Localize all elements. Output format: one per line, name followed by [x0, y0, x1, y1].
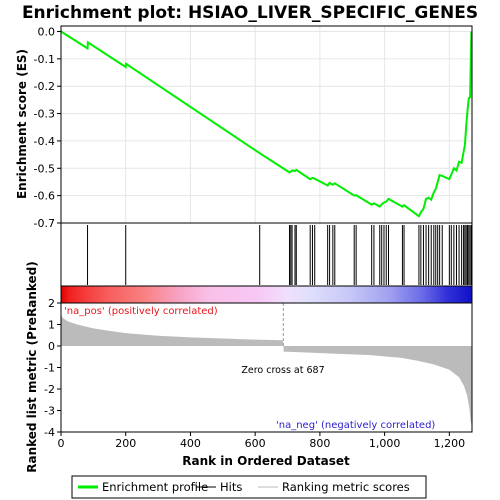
metric-y-tick-label: -2 [44, 383, 55, 396]
es-gridlines [60, 26, 472, 224]
enrichment-panel [61, 26, 472, 223]
es-y-tick-label: -0.2 [34, 80, 55, 93]
legend-items: Enrichment profile Hits Ranking metric sco… [78, 480, 410, 494]
es-y-tick-label: -0.5 [34, 162, 55, 175]
es-y-axis: 0.0 -0.1 -0.2 -0.3 -0.4 -0.5 -0.6 -0.7 [34, 25, 61, 230]
metric-y-tick-label: 2 [48, 297, 55, 310]
hit-marks [87, 225, 472, 285]
legend-label: Hits [220, 480, 242, 494]
negative-correlation-label: 'na_neg' (negatively correlated) [276, 420, 435, 431]
metric-y-tick-label: -1 [44, 362, 55, 375]
es-y-tick-label: -0.3 [34, 108, 55, 121]
x-tick-label: 0 [58, 437, 65, 450]
chart-title: Enrichment plot: HSIAO_LIVER_SPECIFIC_GE… [22, 3, 478, 23]
x-tick-label: 1,200 [434, 437, 466, 450]
metric-y-tick-label: 0 [48, 340, 55, 353]
metric-y-tick-label: -4 [44, 426, 55, 439]
metric-y-tick-label: -3 [44, 405, 55, 418]
es-y-tick-label: -0.6 [34, 190, 55, 203]
es-y-tick-label: -0.7 [34, 217, 55, 230]
metric-panel [61, 303, 472, 432]
metric-x-axis-label: Rank in Ordered Dataset [182, 454, 350, 468]
es-y-tick-label: 0.0 [38, 25, 56, 38]
metric-x-axis: 0 200 400 600 800 1,000 1,200 [58, 432, 466, 450]
ranking-metric-area [61, 314, 472, 427]
legend-label: Enrichment profile [102, 480, 208, 494]
metric-y-axis-label: Ranked list metric (PreRanked) [25, 261, 39, 473]
es-y-axis-label: Enrichment score (ES) [15, 49, 29, 199]
es-y-tick-label: -0.4 [34, 135, 55, 148]
metric-y-tick-label: 1 [48, 319, 55, 332]
x-tick-label: 800 [309, 437, 330, 450]
metric-y-axis: 2 1 0 -1 -2 -3 -4 [44, 297, 61, 439]
ranking-color-bar [60, 285, 473, 304]
positive-correlation-label: 'na_pos' (positively correlated) [64, 306, 218, 317]
legend [71, 475, 427, 499]
zero-cross-label: Zero cross at 687 [241, 365, 324, 376]
enrichment-profile-line [60, 30, 473, 218]
x-tick-label: 600 [245, 437, 266, 450]
x-tick-label: 200 [115, 437, 136, 450]
legend-label: Ranking metric scores [282, 480, 410, 494]
es-y-tick-label: -0.1 [34, 53, 55, 66]
x-tick-label: 400 [180, 437, 201, 450]
hits-panel [60, 222, 473, 287]
x-tick-label: 1,000 [369, 437, 401, 450]
